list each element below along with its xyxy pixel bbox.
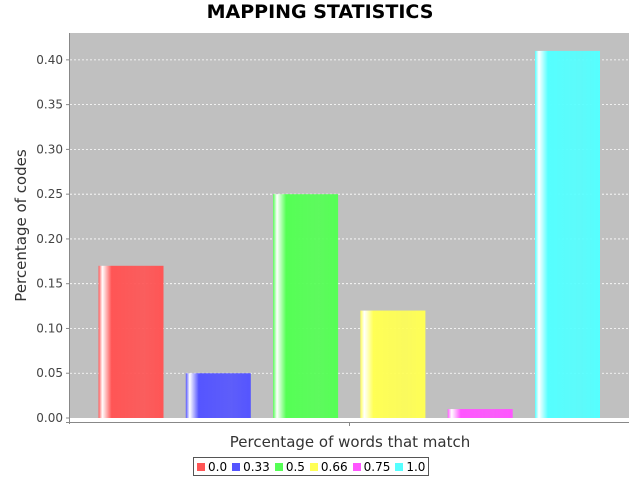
y-tick-label: 0.20: [36, 232, 63, 246]
legend-item: 0.0: [197, 461, 227, 473]
bar-1.0: [535, 50, 600, 418]
y-tick-label: 0.30: [36, 142, 63, 156]
y-tick-label: 0.00: [36, 411, 63, 425]
bar-0.75: [447, 409, 513, 418]
legend-label: 0.75: [363, 459, 391, 474]
legend-label: 0.5: [285, 459, 305, 474]
y-tick-label: 0.25: [36, 187, 63, 201]
legend-item: 0.75: [352, 459, 391, 474]
legend: 0.0 0.33 0.5 0.66 0.75 1.0: [193, 457, 430, 476]
bar-0.66: [360, 310, 426, 418]
bar-0.0: [98, 265, 164, 418]
legend-label: 0.66: [320, 459, 348, 474]
legend-item: 0.33: [232, 461, 270, 473]
x-axis-title: Percentage of words that match: [230, 433, 471, 451]
legend-label: 1.0: [406, 459, 426, 474]
legend-swatch: [232, 462, 241, 471]
legend-item: 0.5: [274, 459, 305, 474]
y-tick-label: 0.35: [36, 98, 63, 112]
bar-0.5: [273, 194, 339, 418]
legend-label: 0.0: [208, 459, 228, 474]
legend-item: 1.0: [395, 461, 425, 473]
y-tick-label: 0.10: [36, 321, 63, 335]
bar-0.33: [185, 373, 251, 418]
axes: 0.00 0.05 0.10 0.15 0.20 0.25 0.30 0.35 0.40: [36, 33, 629, 426]
legend-item: 0.66: [309, 459, 348, 474]
chart-title: MAPPING STATISTICS: [206, 1, 434, 23]
legend-swatch: [274, 462, 283, 471]
legend-swatch: [309, 462, 318, 471]
bars: [98, 50, 600, 418]
legend-swatch: [352, 462, 361, 471]
y-tick-label: 0.15: [36, 277, 63, 291]
legend-swatch: [197, 462, 205, 471]
legend-label: 0.33: [243, 459, 270, 474]
legend-swatch: [395, 462, 404, 471]
y-tick-label: 0.05: [36, 366, 63, 380]
y-tick-label: 0.40: [36, 53, 63, 67]
y-axis-title: Percentage of codes: [12, 149, 30, 302]
